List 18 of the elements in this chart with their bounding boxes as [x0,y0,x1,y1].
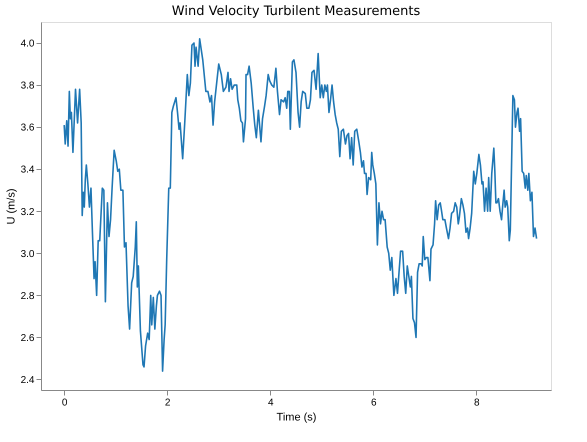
y-tick-label: 2.6 [20,332,35,344]
y-tick-label: 3.8 [20,80,35,92]
y-tick-label: 3.4 [20,164,35,176]
y-tick-label: 2.4 [20,374,35,386]
y-tick-label: 3.6 [20,122,35,134]
y-tick-label: 3.0 [20,248,35,260]
y-axis-title: U (m/s) [6,188,18,225]
x-tick-label: 0 [62,398,68,408]
x-tick-label: 2 [164,398,171,408]
x-axis-title: Time (s) [276,412,316,424]
chart-title: Wind Velocity Turbilent Measurements [172,4,420,19]
x-tick-label: 4 [268,398,274,408]
y-tick-label: 3.2 [20,206,35,218]
y-tick-label: 2.8 [20,290,35,302]
y-tick-label: 4.0 [20,38,35,50]
x-tick-label: 6 [370,398,377,408]
x-tick-label: 8 [474,398,480,408]
line-series [63,38,538,372]
